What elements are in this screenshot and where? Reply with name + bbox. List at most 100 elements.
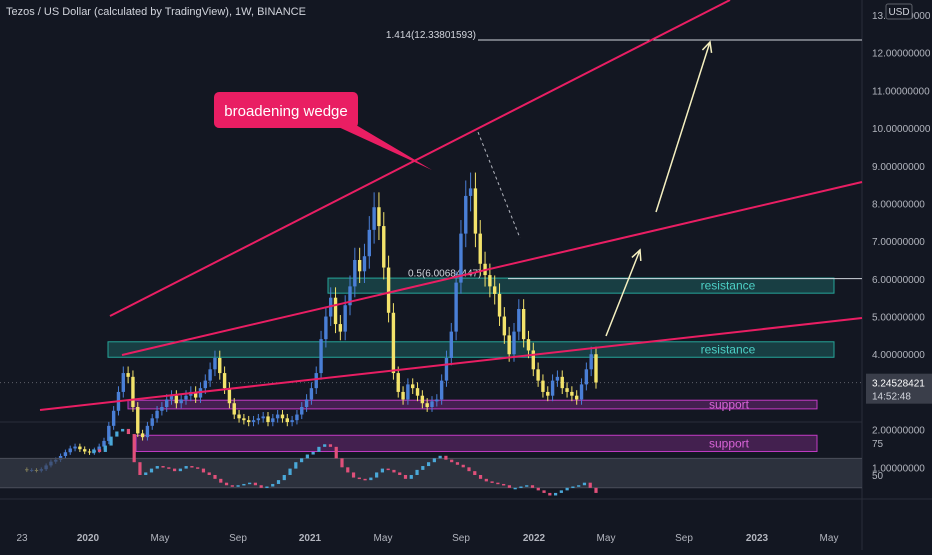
- oscillator-bar: [236, 485, 240, 487]
- candle-body: [87, 451, 92, 453]
- oscillator-bar: [288, 468, 292, 475]
- price-tick-label: 4.00000000: [872, 350, 925, 361]
- wedge-lower-line: [39, 317, 863, 411]
- candle-body: [512, 331, 516, 355]
- candle-body: [382, 226, 386, 268]
- candle-body: [353, 260, 357, 287]
- oscillator-bar: [559, 490, 563, 493]
- oscillator-bar: [357, 477, 361, 480]
- oscillator-bar: [230, 485, 234, 487]
- oscillator-bar: [403, 475, 408, 479]
- candle-body: [208, 369, 212, 381]
- price-tick-label: 6.00000000: [872, 275, 925, 286]
- oscillator-bar: [149, 468, 154, 473]
- candle-body: [261, 416, 265, 419]
- candle-body: [550, 380, 555, 396]
- oscillator-bar: [271, 483, 275, 487]
- candle-body: [493, 286, 497, 294]
- zone-label-support: support: [709, 436, 750, 450]
- oscillator-bar: [444, 455, 448, 460]
- oscillator-bar: [467, 467, 471, 472]
- oscillator-bar: [253, 482, 258, 486]
- candle-body: [343, 305, 347, 332]
- oscillator-bar: [334, 446, 338, 459]
- time-tick-label: 2023: [746, 533, 769, 544]
- oscillator-bar: [507, 485, 512, 488]
- oscillator-bar: [259, 485, 263, 488]
- fib-retrace-line: [477, 131, 521, 239]
- oscillator-bar: [582, 482, 587, 486]
- oscillator-bar: [121, 428, 125, 432]
- candle-body: [232, 403, 236, 415]
- oscillator-bar: [97, 449, 102, 452]
- candle-body: [169, 395, 174, 400]
- oscillator-bar: [201, 468, 206, 473]
- candle-body: [290, 420, 294, 423]
- time-tick-label: 2020: [77, 533, 100, 544]
- zone-resistance: [107, 341, 835, 358]
- oscillator-bar: [502, 483, 506, 486]
- candle-body: [517, 309, 521, 332]
- candle-body: [227, 388, 232, 404]
- candle-body: [271, 418, 275, 423]
- candle-body: [439, 380, 444, 400]
- zone-resistance: [327, 277, 835, 294]
- candle-body: [237, 414, 241, 419]
- candle-body: [449, 331, 453, 358]
- candle-body: [444, 358, 449, 381]
- current-price-tag: [866, 373, 932, 404]
- candle-body: [425, 403, 429, 407]
- oscillator-bar: [92, 449, 96, 454]
- candle-body: [348, 286, 352, 306]
- zone-label-resistance: resistance: [701, 279, 756, 293]
- oscillator-bar: [161, 466, 165, 468]
- oscillator-bar: [565, 487, 569, 491]
- candle-body: [454, 282, 458, 332]
- time-tick-label: Sep: [452, 533, 470, 544]
- oscillator-bar: [184, 466, 188, 469]
- candle-body: [575, 395, 579, 400]
- oscillator-bar: [190, 466, 194, 468]
- candle-body: [367, 229, 371, 257]
- candle-body: [411, 384, 415, 389]
- candle-body: [285, 418, 289, 423]
- oscillator-tick-label: 50: [872, 471, 884, 482]
- candle-body: [218, 358, 222, 374]
- candle-body: [541, 380, 545, 392]
- candle-body: [314, 373, 318, 389]
- price-tick-label: 5.00000000: [872, 313, 925, 324]
- candle-body: [468, 188, 473, 196]
- oscillator-bar: [380, 468, 385, 473]
- candle-body: [488, 275, 492, 287]
- candle-body: [203, 380, 207, 389]
- price-tick-label: 12.00000000: [872, 49, 931, 60]
- candle-body: [560, 376, 564, 389]
- oscillator-bar: [421, 466, 425, 470]
- wedge-upper-line: [109, 0, 731, 317]
- candle-body: [251, 420, 256, 423]
- candle-body: [406, 384, 410, 400]
- candle-body: [73, 446, 77, 449]
- candle-body: [184, 395, 188, 400]
- candle-body: [150, 418, 154, 426]
- candle-body: [102, 440, 106, 447]
- chart-title: Tezos / US Dollar (calculated by Trading…: [6, 6, 306, 18]
- oscillator-bar: [178, 468, 182, 472]
- price-tick-label: 1.00000000: [872, 463, 925, 474]
- oscillator-bar: [328, 444, 333, 447]
- candle-body: [213, 358, 217, 370]
- oscillator-bar: [553, 492, 558, 496]
- candle-body: [546, 391, 550, 396]
- candle-body: [107, 425, 111, 441]
- oscillator-bar: [588, 482, 592, 488]
- time-tick-label: May: [820, 533, 839, 544]
- candle-body: [435, 399, 439, 402]
- oscillator-bar: [594, 487, 598, 493]
- candle-body: [300, 407, 304, 415]
- oscillator-bar: [346, 467, 350, 473]
- candle-body: [377, 207, 381, 227]
- candle-body: [68, 448, 72, 453]
- oscillator-bar: [461, 464, 465, 468]
